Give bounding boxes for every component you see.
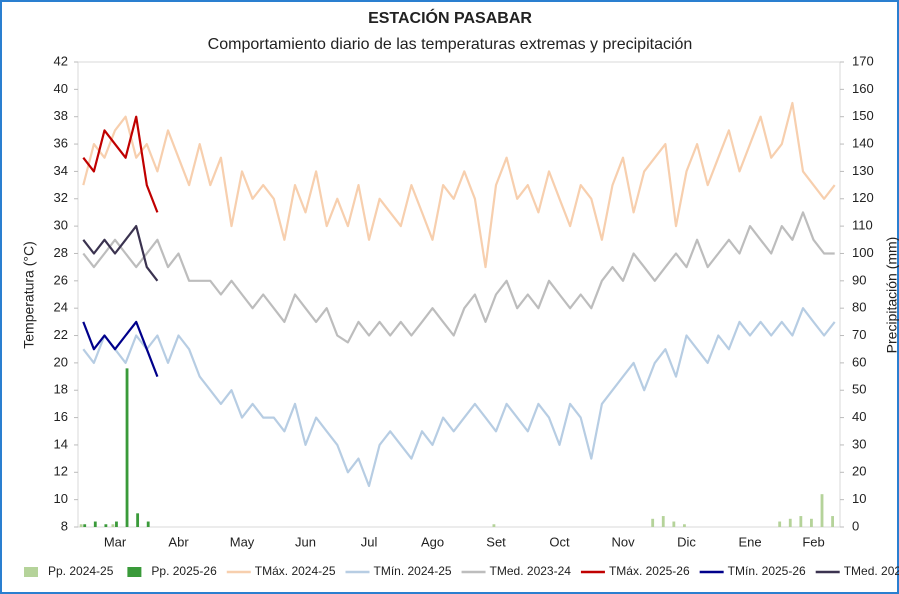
y2-tick-label: 120 [852,190,874,205]
x-tick-label: Set [486,534,506,549]
bar [115,521,118,527]
chart-subtitle: Comportamiento diario de las temperatura… [208,36,693,53]
x-tick-label: Feb [802,534,824,549]
y-tick-label: 26 [54,272,68,287]
y-tick-label: 30 [54,218,68,233]
bar [661,516,665,527]
legend-label: Pp. 2025-26 [151,564,217,578]
x-tick-label: Ago [421,534,444,549]
bar [683,524,686,527]
bar [651,518,655,527]
line [82,307,836,488]
y-tick-label: 20 [54,354,68,369]
y2-axis-label: Precipitación (mm) [884,237,899,354]
y-tick-label: 40 [54,81,68,96]
bar [79,524,83,527]
plot-area [77,61,841,528]
y2-tick-label: 10 [852,491,866,506]
legend-label: TMáx. 2024-25 [255,564,336,578]
line [82,101,836,269]
y-tick-label: 34 [54,163,68,178]
y2-tick-label: 0 [852,518,859,533]
y2-tick-label: 130 [852,163,874,178]
y-tick-label: 22 [54,327,68,342]
bar [831,516,835,527]
y-tick-label: 10 [54,491,68,506]
bar [778,521,782,527]
y2-tick-label: 50 [852,382,866,397]
bar [146,521,150,527]
bar [672,521,676,527]
bar [799,516,803,527]
y2-tick-label: 40 [852,409,866,424]
y-tick-label: 24 [54,300,68,315]
y-tick-label: 32 [54,190,68,205]
y2-tick-label: 90 [852,272,866,287]
bar [820,494,824,527]
chart-title: ESTACIÓN PASABAR [368,8,532,27]
legend-label: TMín. 2025-26 [728,564,806,578]
legend-label: TMed. 2023-24 [490,564,572,578]
legend-swatch [127,567,142,577]
bar [136,513,140,527]
y2-tick-label: 80 [852,300,866,315]
x-tick-label: May [230,534,255,549]
y2-tick-label: 100 [852,245,874,260]
legend-label: Pp. 2024-25 [48,564,114,578]
y-tick-label: 38 [54,108,68,123]
line [82,211,835,344]
y-tick-label: 18 [54,382,68,397]
y2-tick-label: 60 [852,354,866,369]
legend-swatch [24,567,38,577]
bar [104,524,108,527]
y2-tick-label: 20 [852,464,866,479]
x-tick-label: Abr [168,534,189,549]
legend-label: TMáx. 2025-26 [609,564,690,578]
y-tick-label: 8 [61,518,68,533]
legend-label: TMed. 2025-26 [844,564,899,578]
y2-tick-label: 170 [852,53,874,68]
x-tick-label: Mar [104,534,127,549]
line [82,320,159,377]
bar [810,518,813,527]
bar [788,518,792,527]
y-tick-label: 42 [54,53,68,68]
x-tick-label: Dic [677,534,696,549]
x-tick-label: Oct [549,534,570,549]
y-tick-label: 12 [54,464,68,479]
line [82,115,159,213]
y-tick-label: 36 [54,135,68,150]
bar [93,521,97,527]
y2-tick-label: 160 [852,81,874,96]
bar [492,524,496,527]
y2-tick-label: 150 [852,108,874,123]
y-tick-label: 14 [54,436,68,451]
y-tick-label: 16 [54,409,68,424]
y-tick-label: 28 [54,245,68,260]
x-tick-label: Ene [738,534,761,549]
x-tick-label: Jul [361,534,378,549]
x-tick-label: Jun [295,534,316,549]
y2-tick-label: 140 [852,135,874,150]
y2-tick-label: 70 [852,327,866,342]
bar [111,524,115,527]
line [82,225,159,282]
y-axis-label: Temperatura (°C) [21,241,37,349]
legend-label: TMín. 2024-25 [374,564,452,578]
y2-tick-label: 30 [852,436,866,451]
bar [125,368,129,527]
bar [83,524,87,527]
x-tick-label: Nov [611,534,635,549]
y2-tick-label: 110 [852,218,873,233]
